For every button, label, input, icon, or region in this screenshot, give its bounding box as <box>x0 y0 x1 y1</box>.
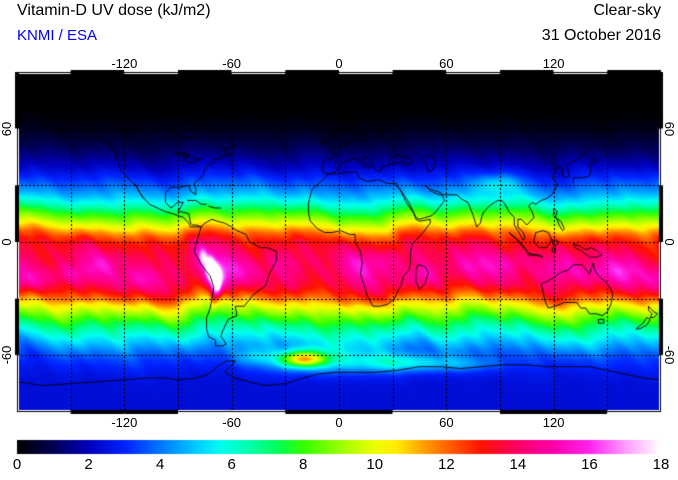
lon-tick-label-top--120: -120 <box>111 56 138 71</box>
lon-tick-label-top-60: 60 <box>439 56 454 71</box>
lon-tick-label-top--60: -60 <box>222 56 242 71</box>
colorbar-tick-label-16: 16 <box>581 456 598 473</box>
colorbar-tick-label-8: 8 <box>299 456 308 473</box>
lon-tick-label-bottom-60: 60 <box>439 415 454 430</box>
lat-tick-label-left-60: 60 <box>0 121 14 136</box>
source-credit: KNMI / ESA <box>17 27 98 44</box>
colorbar-tick-label-14: 14 <box>509 456 527 473</box>
lat-tick-label-left-0: 0 <box>0 238 14 246</box>
lon-tick-label-bottom-0: 0 <box>335 415 343 430</box>
lat-tick-label-right-0: 0 <box>662 238 677 246</box>
colorbar-tick-label-4: 4 <box>155 456 165 473</box>
lon-tick-label-bottom--60: -60 <box>222 415 242 430</box>
lat-tick-label-left--60: -60 <box>0 345 14 365</box>
colorbar-tick-label-6: 6 <box>227 456 236 473</box>
colorbar-tick-label-10: 10 <box>366 456 384 473</box>
lon-tick-label-top-120: 120 <box>542 56 565 71</box>
sky-condition-label: Clear-sky <box>593 2 661 19</box>
lon-tick-label-top-0: 0 <box>335 56 343 71</box>
colorbar-tick-label-0: 0 <box>12 456 22 473</box>
lon-tick-label-bottom--120: -120 <box>111 415 138 430</box>
colorbar-tick-label-2: 2 <box>84 456 93 473</box>
date-label: 31 October 2016 <box>541 27 661 44</box>
lon-tick-label-bottom-120: 120 <box>542 415 565 430</box>
page-title: Vitamin-D UV dose (kJ/m2) <box>17 2 211 19</box>
colorbar-tick-label-18: 18 <box>652 456 670 473</box>
lat-tick-label-right--60: -60 <box>662 345 677 365</box>
colorbar-tick-label-12: 12 <box>437 456 455 473</box>
lat-tick-label-right-60: 60 <box>662 121 677 136</box>
